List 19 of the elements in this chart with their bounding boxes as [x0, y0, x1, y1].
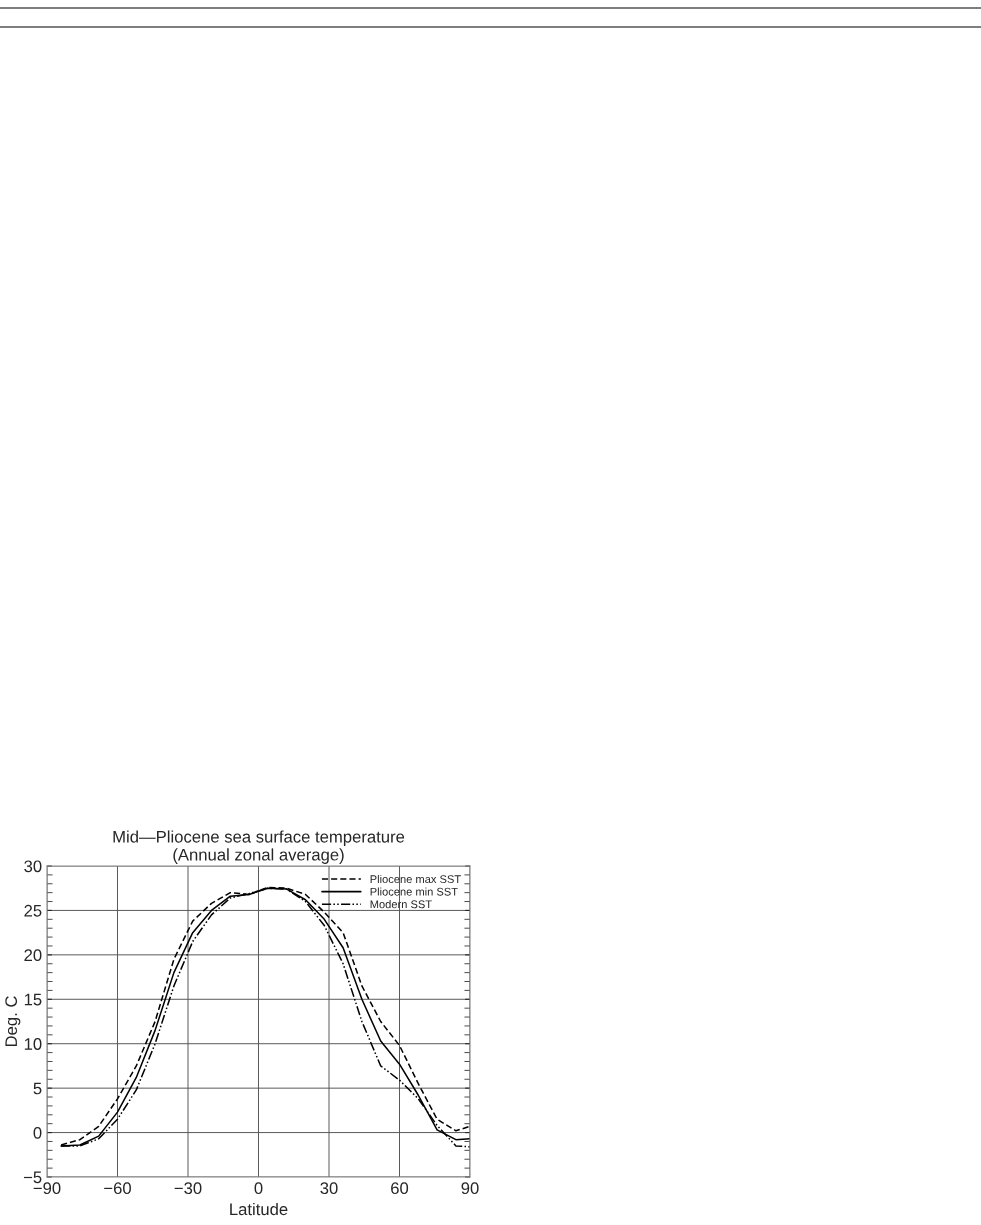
x-tick-label: 60 [391, 1182, 409, 1195]
y-tick-label: 25 [24, 904, 42, 917]
chart-title: Mid—Pliocene sea surface temperature [113, 830, 405, 846]
x-tick-label: −60 [104, 1182, 131, 1195]
y-tick-label: 30 [24, 860, 42, 873]
x-tick-label: 90 [461, 1182, 479, 1195]
x-tick-label: 0 [254, 1182, 263, 1195]
x-tick-label: 30 [320, 1182, 338, 1195]
x-axis-title: Latitude [230, 1202, 288, 1216]
chart-subtitle: (Annual zonal average) [173, 848, 344, 864]
y-tick-label: 5 [33, 1082, 42, 1095]
y-tick-label: 15 [24, 993, 42, 1006]
y-tick-label: 20 [24, 949, 42, 962]
y-tick-label: 0 [33, 1126, 42, 1139]
y-tick-label: −5 [23, 1171, 42, 1184]
x-tick-label: −30 [174, 1182, 202, 1195]
y-tick-label: 10 [24, 1038, 42, 1050]
y-axis-title: Deg. C [5, 996, 21, 1047]
x-tick-label: −90 [33, 1182, 61, 1195]
